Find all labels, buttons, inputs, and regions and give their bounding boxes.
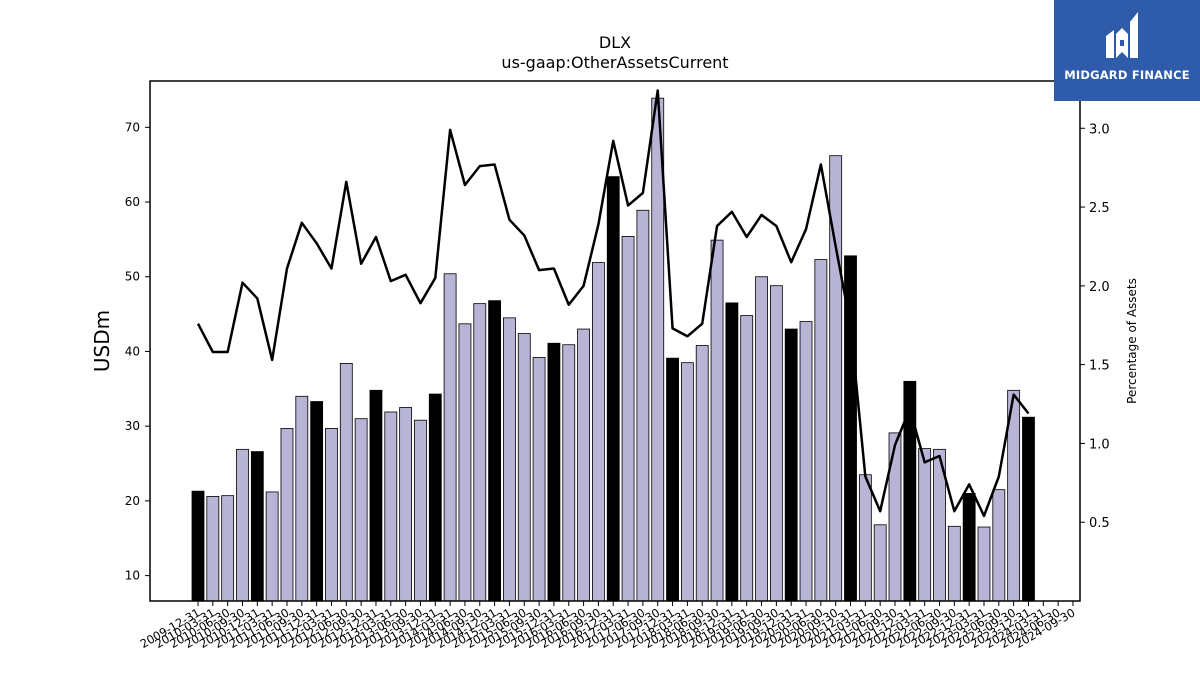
bar-2013-09-30 bbox=[414, 419, 427, 602]
bar-2012-09-30 bbox=[354, 418, 368, 602]
left-axis-ticks: 10 20 30 40 50 60 70 bbox=[125, 120, 150, 583]
bar-2010-06-30 bbox=[221, 495, 235, 602]
left-tick-label: 10 bbox=[125, 569, 140, 583]
bar-2017-03-31 bbox=[621, 235, 635, 602]
bar-2018-03-31 bbox=[680, 362, 694, 602]
bar-2013-12-31 bbox=[428, 393, 442, 602]
bar-2012-03-31 bbox=[325, 428, 338, 602]
bar-2013-03-31 bbox=[384, 411, 398, 602]
midgard-finance-logo: MIDGARD FINANCE bbox=[1054, 0, 1200, 101]
bar-2023-12-31 bbox=[1022, 416, 1035, 602]
right-tick-label: 2.0 bbox=[1089, 280, 1110, 295]
bar-2022-09-30 bbox=[947, 525, 961, 602]
bar-2010-03-31 bbox=[206, 495, 220, 602]
left-tick-label: 50 bbox=[125, 270, 140, 284]
bar-2012-12-31 bbox=[369, 389, 383, 602]
chart-title: DLX bbox=[599, 33, 631, 52]
bar-2011-12-31 bbox=[310, 401, 324, 602]
bar-2015-09-30 bbox=[532, 357, 546, 602]
bar-2010-09-30 bbox=[236, 448, 249, 602]
bar-2019-06-30 bbox=[755, 276, 768, 602]
bar-2023-06-30 bbox=[992, 489, 1006, 602]
x-axis-ticks: 2009-12-312010-03-312010-06-302010-09-30… bbox=[138, 601, 1077, 651]
bar-2021-12-31 bbox=[903, 380, 917, 602]
bar-2011-06-30 bbox=[280, 428, 294, 602]
right-axis-label: Percentage of Assets bbox=[1125, 278, 1139, 404]
bars bbox=[191, 97, 1035, 602]
bar-2021-03-31 bbox=[858, 474, 872, 602]
bar-2011-09-30 bbox=[295, 395, 309, 602]
bar-2022-12-31 bbox=[962, 493, 976, 602]
right-tick-label: 2.5 bbox=[1089, 201, 1110, 216]
bar-2014-12-31 bbox=[488, 300, 502, 602]
bar-2014-03-31 bbox=[443, 273, 457, 602]
percentage-line bbox=[196, 89, 1030, 518]
bar-2009-12-31 bbox=[191, 490, 205, 602]
right-tick-label: 3.0 bbox=[1089, 122, 1110, 137]
bar-2020-06-30 bbox=[814, 259, 828, 602]
left-tick-label: 60 bbox=[125, 195, 140, 209]
right-tick-label: 1.5 bbox=[1089, 359, 1110, 374]
bar-2017-06-30 bbox=[636, 209, 650, 602]
logo-mark-icon bbox=[1106, 12, 1138, 58]
bar-2011-03-31 bbox=[265, 491, 279, 602]
bar-2012-06-30 bbox=[339, 363, 353, 602]
left-tick-label: 40 bbox=[125, 344, 140, 358]
bar-2019-03-31 bbox=[740, 315, 754, 602]
bar-2015-06-30 bbox=[517, 333, 531, 602]
bar-2016-12-31 bbox=[606, 176, 620, 602]
bar-2016-03-31 bbox=[562, 344, 576, 602]
right-tick-label: 1.0 bbox=[1089, 437, 1110, 452]
logo-text: MIDGARD FINANCE bbox=[1064, 68, 1190, 82]
left-tick-label: 30 bbox=[125, 419, 140, 433]
bar-2014-09-30 bbox=[473, 303, 487, 602]
bar-2013-06-30 bbox=[399, 407, 413, 602]
bar-2020-03-31 bbox=[799, 321, 813, 602]
plot-frame bbox=[149, 80, 1081, 602]
bar-2016-09-30 bbox=[592, 262, 605, 602]
left-tick-label: 20 bbox=[125, 494, 140, 508]
bar-2014-06-30 bbox=[458, 323, 472, 602]
bar-2016-06-30 bbox=[577, 328, 590, 602]
bar-2015-12-31 bbox=[547, 342, 561, 602]
bar-2017-12-31 bbox=[666, 357, 679, 602]
left-axis-label: USDm bbox=[90, 310, 114, 372]
right-tick-label: 0.5 bbox=[1089, 516, 1110, 531]
bar-2018-09-30 bbox=[710, 239, 724, 602]
bar-2023-03-31 bbox=[977, 526, 991, 602]
bar-2018-12-31 bbox=[725, 302, 739, 602]
bar-2022-03-31 bbox=[918, 448, 932, 602]
left-tick-label: 70 bbox=[125, 120, 140, 134]
bar-2010-12-31 bbox=[250, 451, 264, 602]
bar-2021-06-30 bbox=[873, 524, 887, 602]
bar-2015-03-31 bbox=[503, 317, 516, 602]
bar-2019-09-30 bbox=[769, 285, 783, 602]
right-axis-ticks: 0.5 1.0 1.5 2.0 2.5 3.0 bbox=[1080, 122, 1110, 531]
bar-2018-06-30 bbox=[695, 345, 709, 602]
chart-subtitle: us-gaap:OtherAssetsCurrent bbox=[501, 53, 728, 72]
bar-2019-12-31 bbox=[784, 328, 798, 602]
